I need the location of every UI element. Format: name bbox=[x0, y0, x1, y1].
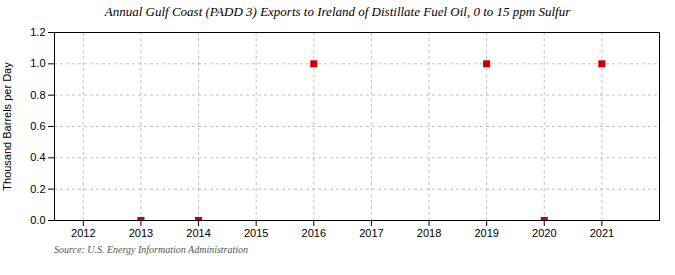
svg-text:2013: 2013 bbox=[129, 227, 153, 239]
svg-text:1.2: 1.2 bbox=[30, 26, 45, 38]
html-text:Annual Gulf Coast (PADD 3) Exp: Annual Gulf Coast (PADD 3) Exports to Ir… bbox=[104, 4, 571, 19]
svg-text:0.6: 0.6 bbox=[30, 120, 45, 132]
svg-text:2019: 2019 bbox=[474, 227, 498, 239]
html-text:Source: U.S. Energy Informatio: Source: U.S. Energy Information Administ… bbox=[54, 244, 249, 255]
svg-text:2017: 2017 bbox=[359, 227, 383, 239]
svg-text:2021: 2021 bbox=[590, 227, 614, 239]
svg-text:0.8: 0.8 bbox=[30, 89, 45, 101]
svg-text:Thousand Barrels per Day: Thousand Barrels per Day bbox=[1, 62, 13, 191]
svg-text:2018: 2018 bbox=[417, 227, 441, 239]
svg-text:2020: 2020 bbox=[532, 227, 556, 239]
svg-text:0.0: 0.0 bbox=[30, 214, 45, 226]
svg-text:2015: 2015 bbox=[244, 227, 268, 239]
svg-text:2014: 2014 bbox=[186, 227, 210, 239]
svg-text:0.2: 0.2 bbox=[30, 183, 45, 195]
svg-text:2012: 2012 bbox=[71, 227, 95, 239]
svg-text:1.0: 1.0 bbox=[30, 57, 45, 69]
svg-text:2016: 2016 bbox=[302, 227, 326, 239]
svg-text:0.4: 0.4 bbox=[30, 151, 45, 163]
